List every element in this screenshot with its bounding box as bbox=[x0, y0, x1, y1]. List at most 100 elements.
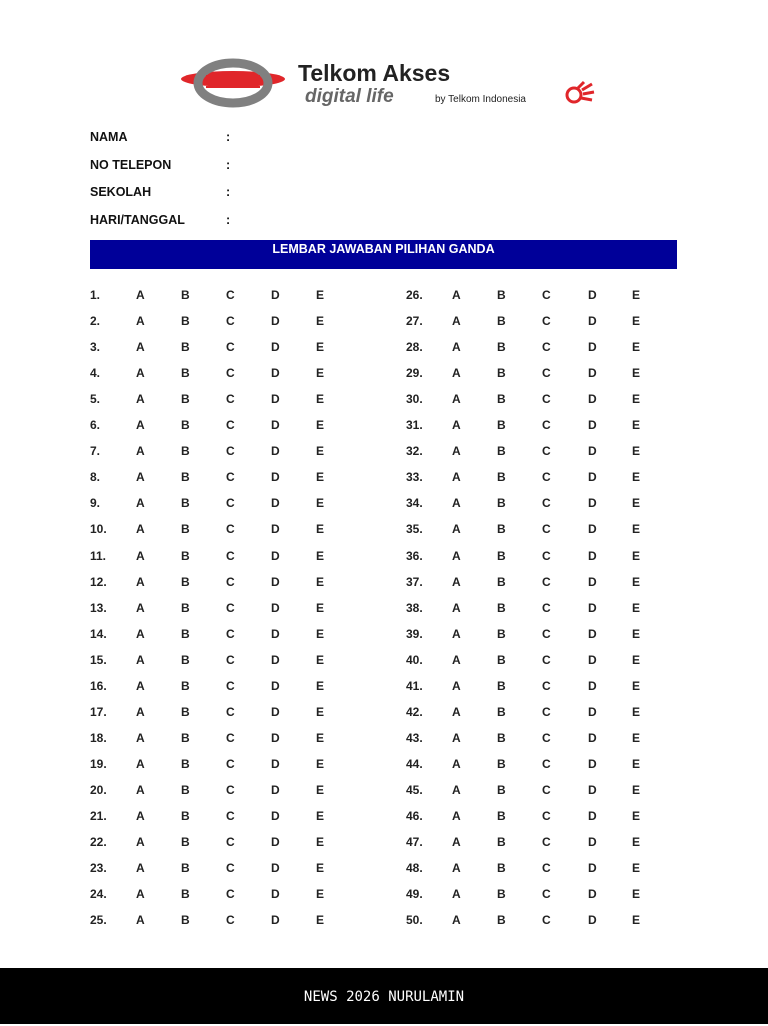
option-c[interactable]: C bbox=[226, 652, 235, 667]
option-c[interactable]: C bbox=[226, 782, 235, 797]
option-c[interactable]: C bbox=[226, 600, 235, 615]
option-b[interactable]: B bbox=[497, 861, 506, 876]
option-e[interactable]: E bbox=[316, 522, 325, 537]
option-b[interactable]: B bbox=[181, 496, 190, 511]
option-e[interactable]: E bbox=[632, 340, 641, 355]
option-c[interactable]: C bbox=[542, 314, 551, 329]
option-d[interactable]: D bbox=[588, 756, 597, 771]
option-b[interactable]: B bbox=[497, 652, 506, 667]
option-c[interactable]: C bbox=[542, 887, 551, 902]
option-d[interactable]: D bbox=[271, 835, 280, 850]
option-d[interactable]: D bbox=[271, 574, 280, 589]
option-d[interactable]: D bbox=[588, 470, 597, 485]
option-a[interactable]: A bbox=[136, 392, 145, 407]
option-d[interactable]: D bbox=[588, 366, 597, 381]
option-a[interactable]: A bbox=[452, 470, 461, 485]
option-a[interactable]: A bbox=[136, 835, 145, 850]
option-d[interactable]: D bbox=[588, 574, 597, 589]
option-e[interactable]: E bbox=[632, 470, 641, 485]
option-a[interactable]: A bbox=[136, 340, 145, 355]
option-a[interactable]: A bbox=[452, 678, 461, 693]
option-e[interactable]: E bbox=[632, 314, 641, 329]
option-a[interactable]: A bbox=[452, 809, 461, 823]
option-d[interactable]: D bbox=[271, 366, 280, 381]
option-c[interactable]: C bbox=[226, 340, 235, 355]
option-e[interactable]: E bbox=[316, 444, 325, 459]
option-b[interactable]: B bbox=[497, 340, 506, 355]
option-e[interactable]: E bbox=[632, 887, 641, 902]
option-b[interactable]: B bbox=[181, 887, 190, 902]
option-b[interactable]: B bbox=[497, 418, 506, 433]
option-c[interactable]: C bbox=[542, 861, 551, 876]
option-e[interactable]: E bbox=[316, 887, 325, 902]
option-d[interactable]: D bbox=[588, 548, 597, 563]
option-e[interactable]: E bbox=[316, 704, 325, 719]
option-c[interactable]: C bbox=[542, 444, 551, 459]
option-c[interactable]: C bbox=[542, 366, 551, 381]
option-a[interactable]: A bbox=[452, 522, 461, 537]
option-b[interactable]: B bbox=[497, 887, 506, 902]
option-e[interactable]: E bbox=[632, 574, 641, 589]
option-a[interactable]: A bbox=[136, 288, 145, 302]
option-c[interactable]: C bbox=[542, 782, 551, 797]
option-b[interactable]: B bbox=[497, 809, 506, 823]
option-a[interactable]: A bbox=[136, 704, 145, 719]
option-d[interactable]: D bbox=[271, 340, 280, 355]
option-a[interactable]: A bbox=[452, 652, 461, 667]
option-a[interactable]: A bbox=[136, 366, 145, 381]
option-b[interactable]: B bbox=[181, 444, 190, 459]
option-e[interactable]: E bbox=[632, 444, 641, 459]
option-c[interactable]: C bbox=[542, 678, 551, 693]
option-a[interactable]: A bbox=[452, 444, 461, 459]
option-c[interactable]: C bbox=[226, 392, 235, 407]
option-d[interactable]: D bbox=[588, 913, 597, 928]
option-d[interactable]: D bbox=[271, 522, 280, 537]
option-e[interactable]: E bbox=[632, 522, 641, 537]
option-c[interactable]: C bbox=[542, 626, 551, 641]
option-d[interactable]: D bbox=[271, 418, 280, 433]
option-c[interactable]: C bbox=[226, 704, 235, 719]
option-c[interactable]: C bbox=[226, 496, 235, 511]
option-c[interactable]: C bbox=[226, 522, 235, 537]
option-b[interactable]: B bbox=[497, 392, 506, 407]
option-b[interactable]: B bbox=[181, 366, 190, 381]
option-d[interactable]: D bbox=[588, 861, 597, 876]
option-b[interactable]: B bbox=[181, 340, 190, 355]
option-c[interactable]: C bbox=[542, 652, 551, 667]
option-a[interactable]: A bbox=[452, 730, 461, 745]
option-e[interactable]: E bbox=[632, 288, 641, 302]
option-a[interactable]: A bbox=[452, 392, 461, 407]
option-b[interactable]: B bbox=[181, 730, 190, 745]
option-e[interactable]: E bbox=[632, 366, 641, 381]
option-a[interactable]: A bbox=[452, 704, 461, 719]
option-d[interactable]: D bbox=[588, 652, 597, 667]
option-c[interactable]: C bbox=[226, 887, 235, 902]
option-d[interactable]: D bbox=[588, 496, 597, 511]
option-b[interactable]: B bbox=[497, 366, 506, 381]
option-a[interactable]: A bbox=[136, 600, 145, 615]
option-d[interactable]: D bbox=[271, 861, 280, 876]
option-d[interactable]: D bbox=[588, 288, 597, 302]
option-e[interactable]: E bbox=[632, 418, 641, 433]
option-e[interactable]: E bbox=[316, 470, 325, 485]
option-d[interactable]: D bbox=[588, 600, 597, 615]
option-c[interactable]: C bbox=[542, 392, 551, 407]
option-c[interactable]: C bbox=[226, 548, 235, 563]
option-b[interactable]: B bbox=[181, 809, 190, 823]
option-a[interactable]: A bbox=[136, 626, 145, 641]
option-b[interactable]: B bbox=[181, 861, 190, 876]
option-c[interactable]: C bbox=[542, 522, 551, 537]
option-e[interactable]: E bbox=[632, 626, 641, 641]
option-e[interactable]: E bbox=[632, 652, 641, 667]
option-e[interactable]: E bbox=[316, 418, 325, 433]
option-a[interactable]: A bbox=[136, 496, 145, 511]
option-d[interactable]: D bbox=[588, 444, 597, 459]
option-d[interactable]: D bbox=[588, 392, 597, 407]
option-d[interactable]: D bbox=[271, 782, 280, 797]
option-e[interactable]: E bbox=[316, 600, 325, 615]
option-b[interactable]: B bbox=[497, 678, 506, 693]
option-e[interactable]: E bbox=[632, 496, 641, 511]
option-a[interactable]: A bbox=[452, 314, 461, 329]
option-d[interactable]: D bbox=[271, 626, 280, 641]
option-c[interactable]: C bbox=[542, 835, 551, 850]
